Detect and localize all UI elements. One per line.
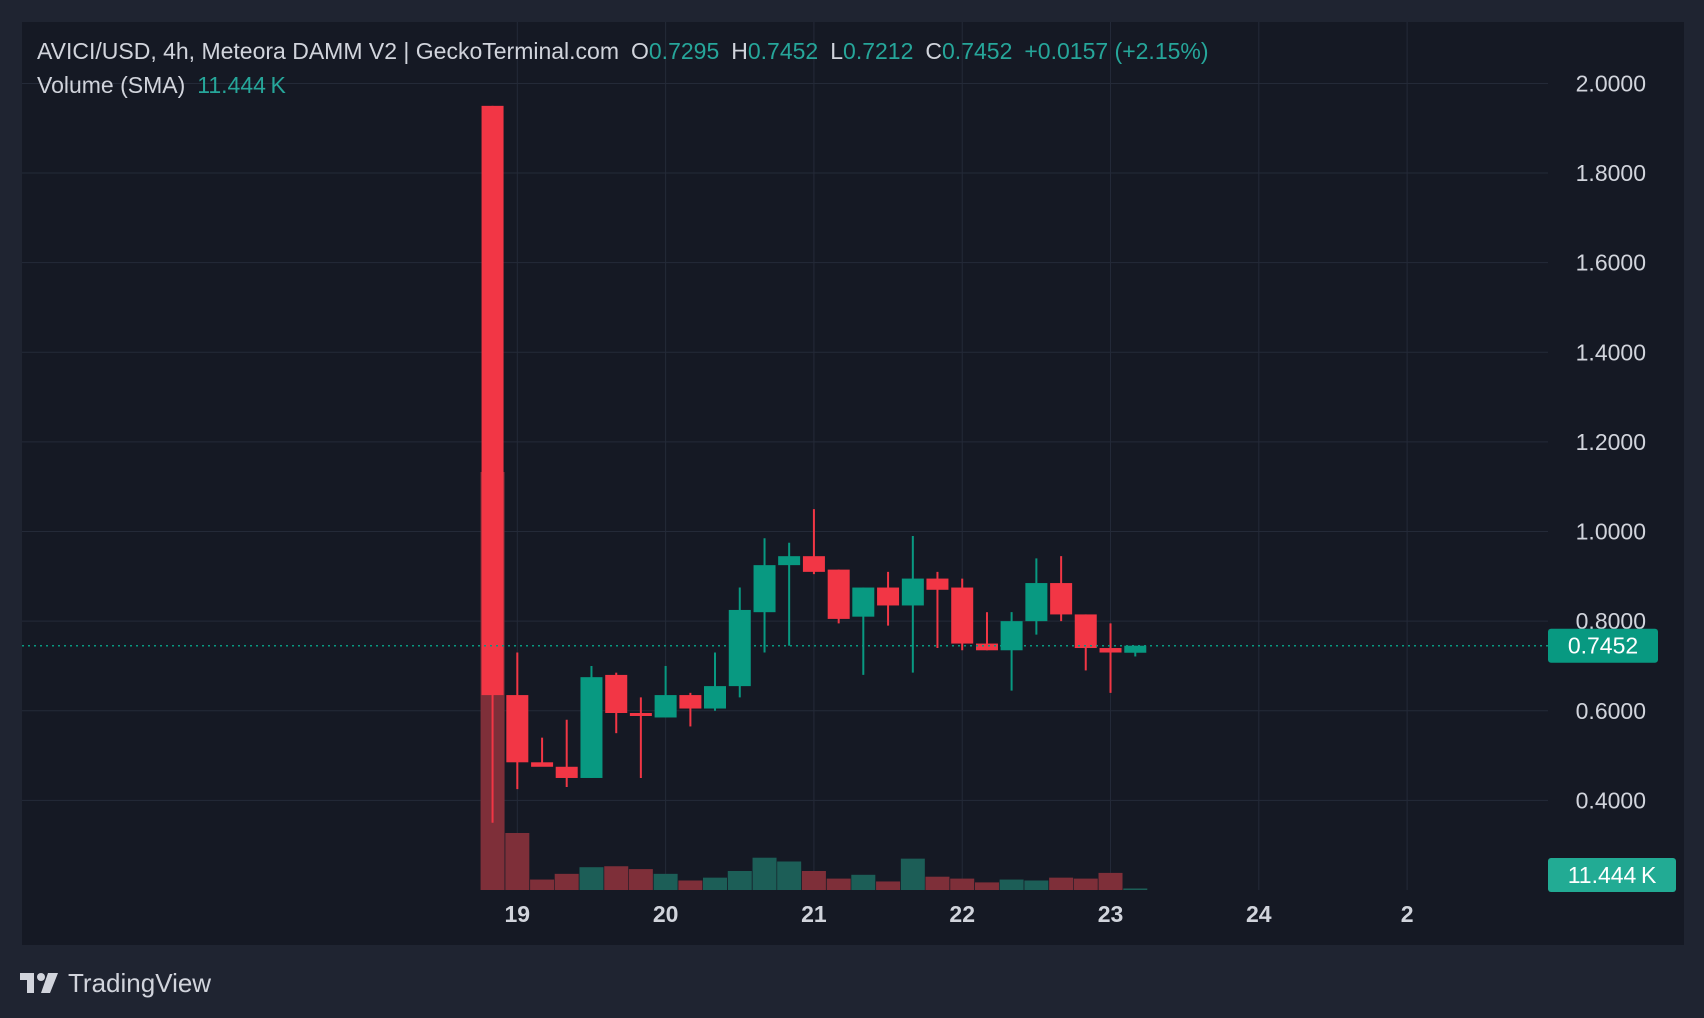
candle-body (901, 578, 924, 606)
price-badge: 0.7452 (1548, 628, 1658, 663)
candle-body (580, 677, 603, 778)
volume-bar (604, 866, 629, 890)
volume-badge: 11.444 K (1548, 858, 1676, 892)
volume-value: 11.444 K (197, 72, 286, 98)
y-tick-label: 1.2000 (1576, 429, 1646, 455)
candle-body (1050, 583, 1073, 615)
volume-bar (628, 869, 653, 890)
candle-body (506, 695, 529, 763)
tradingview-icon (20, 973, 58, 993)
volume-badge-value: 11.444 K (1568, 862, 1657, 888)
chart-legend: AVICI/USD, 4h, Meteora DAMM V2 | GeckoTe… (37, 37, 1209, 65)
volume-bar (826, 878, 851, 890)
volume-bar (876, 881, 901, 890)
candle-body (1099, 648, 1122, 653)
close-value: 0.7452 (942, 38, 1013, 64)
y-tick-label: 1.0000 (1576, 519, 1646, 545)
low-value: 0.7212 (843, 38, 914, 64)
candles (481, 105, 1147, 823)
open-label: O (631, 38, 649, 64)
y-tick-label: 0.6000 (1576, 698, 1646, 724)
tradingview-logo[interactable]: TradingView (20, 968, 211, 998)
candle-body (1074, 614, 1097, 649)
candle-body (679, 695, 702, 709)
volume-bar (801, 871, 826, 890)
volume-bar (950, 878, 975, 890)
candle-body (555, 766, 578, 778)
y-tick-label: 0.4000 (1576, 787, 1646, 813)
y-tick-label: 2.0000 (1576, 70, 1646, 96)
x-tick-label: 2 (1401, 901, 1414, 927)
volume-bar (653, 873, 678, 890)
candle-body (605, 674, 628, 714)
volume-bar (925, 876, 950, 890)
candle-body (629, 713, 652, 717)
plot-background (22, 22, 1684, 945)
volume-bar (752, 857, 777, 890)
volume-bar (777, 861, 802, 890)
volume-bar (999, 879, 1024, 890)
price-change: +0.0157 (+2.15%) (1024, 38, 1209, 64)
x-tick-label: 20 (653, 901, 679, 927)
candle-body (753, 565, 776, 613)
candle-body (728, 609, 751, 687)
candle-body (1124, 645, 1147, 653)
price-badge-value: 0.7452 (1568, 633, 1638, 659)
candle-body (704, 686, 727, 709)
volume-bar (900, 858, 925, 890)
symbol-title: AVICI/USD, 4h, Meteora DAMM V2 | GeckoTe… (37, 38, 619, 64)
candle-body (778, 556, 801, 566)
volume-bar (727, 871, 752, 890)
volume-bar (1049, 877, 1074, 890)
candle-body (1000, 621, 1023, 651)
x-axis: 19 20 21 22 23 24 2 (505, 895, 1684, 935)
volume-bar (1073, 878, 1098, 890)
x-axis-mask (1548, 895, 1684, 935)
close-label: C (925, 38, 943, 64)
volume-bar (974, 882, 999, 890)
candle-body (802, 556, 825, 572)
grid-lines (22, 22, 1548, 890)
candle-body (827, 569, 850, 619)
volume-bar (1123, 888, 1148, 890)
volume-bar (851, 874, 876, 890)
x-tick-label: 19 (505, 901, 531, 927)
x-tick-label: 23 (1098, 901, 1124, 927)
candle-body (852, 587, 875, 617)
volume-bar (579, 867, 604, 890)
volume-label: Volume (SMA) (37, 72, 186, 98)
volume-bar (1098, 872, 1123, 890)
y-tick-label: 1.4000 (1576, 339, 1646, 365)
open-value: 0.7295 (648, 38, 720, 64)
low-label: L (830, 38, 844, 64)
volume-bar (1024, 880, 1049, 890)
volume-bar (703, 877, 728, 890)
candle-body (877, 587, 900, 606)
x-tick-label: 24 (1246, 901, 1272, 927)
volume-legend: Volume (SMA) 11.444 K (37, 71, 286, 99)
volume-bar (505, 833, 530, 890)
y-tick-label: 1.8000 (1576, 160, 1646, 186)
candle-body (481, 105, 504, 696)
candle-body (975, 643, 998, 651)
candle-body (654, 695, 677, 718)
candle-body (531, 762, 554, 767)
high-label: H (731, 38, 748, 64)
volume-bar (678, 880, 703, 890)
branding-text: TradingView (68, 967, 212, 998)
y-tick-label: 1.6000 (1576, 250, 1646, 276)
candle-body (926, 578, 949, 590)
x-tick-label: 22 (949, 901, 975, 927)
candle-body (1025, 583, 1048, 622)
y-axis: 0.40000.60000.80001.00001.20001.40001.60… (1576, 70, 1646, 813)
high-value: 0.7452 (747, 38, 819, 64)
volume-bar (554, 873, 579, 890)
x-tick-label: 21 (801, 901, 827, 927)
volume-bar (530, 879, 555, 890)
candle-body (951, 587, 974, 644)
